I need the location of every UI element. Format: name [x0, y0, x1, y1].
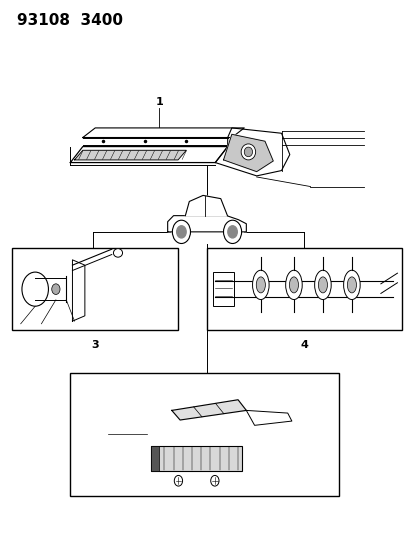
Polygon shape: [74, 150, 186, 160]
Polygon shape: [171, 400, 246, 420]
Polygon shape: [167, 216, 246, 232]
Ellipse shape: [240, 144, 255, 160]
Text: 93108  3400: 93108 3400: [17, 13, 122, 28]
Circle shape: [174, 475, 182, 486]
Ellipse shape: [314, 270, 330, 300]
Polygon shape: [70, 147, 227, 163]
Circle shape: [210, 475, 218, 486]
Circle shape: [223, 220, 241, 244]
Bar: [151, 446, 158, 471]
Bar: [206, 248, 401, 330]
Bar: [213, 272, 233, 306]
Ellipse shape: [252, 270, 268, 300]
Ellipse shape: [285, 270, 301, 300]
Ellipse shape: [347, 277, 356, 293]
Polygon shape: [215, 128, 289, 176]
Polygon shape: [83, 128, 244, 138]
Polygon shape: [72, 260, 85, 321]
Circle shape: [176, 226, 186, 238]
Ellipse shape: [244, 147, 252, 157]
Circle shape: [22, 272, 48, 306]
Text: 2: 2: [85, 430, 93, 439]
Bar: [70, 373, 339, 496]
Circle shape: [227, 226, 237, 238]
Ellipse shape: [343, 270, 359, 300]
Ellipse shape: [318, 277, 327, 293]
Ellipse shape: [256, 277, 265, 293]
Text: 3: 3: [91, 340, 99, 350]
Bar: [12, 248, 178, 330]
Ellipse shape: [113, 248, 122, 257]
Circle shape: [52, 284, 60, 294]
Text: 1: 1: [155, 96, 163, 107]
Bar: [151, 446, 242, 471]
Circle shape: [172, 220, 190, 244]
Ellipse shape: [289, 277, 298, 293]
Polygon shape: [223, 134, 273, 172]
Polygon shape: [185, 196, 227, 216]
Polygon shape: [246, 410, 291, 425]
Text: 4: 4: [299, 340, 308, 350]
